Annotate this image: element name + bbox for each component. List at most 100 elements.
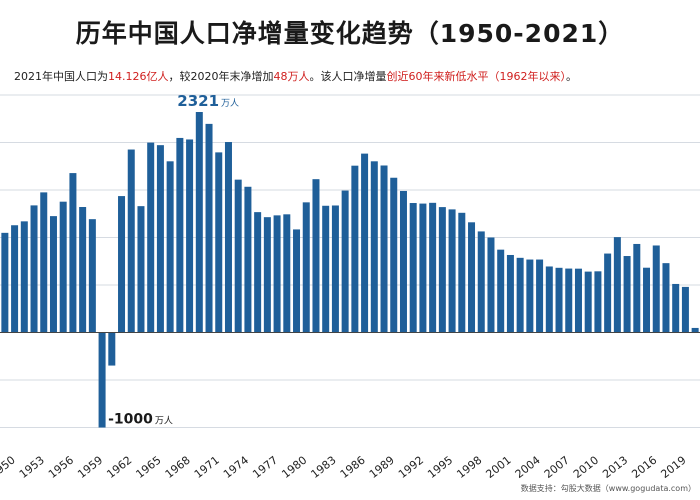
bar-1950 <box>1 232 9 333</box>
bar-2005 <box>536 259 544 333</box>
bar-1972 <box>215 152 223 333</box>
bar-1988 <box>370 161 378 333</box>
x-tick-label: 2004 <box>513 454 543 481</box>
bar-2018 <box>662 263 670 333</box>
bar-2009 <box>574 268 582 333</box>
bar-2006 <box>545 266 553 333</box>
x-tick-label: 2019 <box>659 454 689 481</box>
bar-1987 <box>361 153 369 333</box>
bar-1965 <box>147 142 155 333</box>
bar-2007 <box>555 267 563 333</box>
x-tick-label: 1962 <box>104 454 134 481</box>
x-tick-label: 2013 <box>600 454 630 481</box>
subtitle-increase-value: 48万人 <box>273 70 310 83</box>
x-axis-ticks: 1950 1953 1956 1959 1962 1965 1968 1971 1974 1977… <box>0 454 689 481</box>
bar-2003 <box>516 257 524 333</box>
bar-1956 <box>59 201 67 333</box>
x-tick-label: 1980 <box>279 454 309 481</box>
bar-1969 <box>186 139 194 333</box>
x-tick-label: 1953 <box>17 454 47 481</box>
min-annotation-value: -1000 <box>108 412 153 428</box>
bar-1963 <box>127 149 135 333</box>
x-tick-label: 1974 <box>221 454 251 481</box>
bar-2010 <box>584 271 592 333</box>
bar-1951 <box>11 225 19 333</box>
bar-2008 <box>565 268 573 333</box>
bar-1966 <box>156 145 164 333</box>
x-tick-label: 1989 <box>367 454 397 481</box>
bar-1990 <box>390 177 398 333</box>
bar-1992 <box>409 203 417 333</box>
bar-1985 <box>341 190 349 333</box>
bar-2016 <box>643 267 651 333</box>
bar-1978 <box>273 215 281 333</box>
grid-lines <box>0 94 700 428</box>
x-tick-label: 1995 <box>425 454 455 481</box>
max-annotation-unit: 万人 <box>221 98 239 109</box>
max-annotation-value: 2321 <box>177 92 219 110</box>
bar-2019 <box>672 283 680 333</box>
bar-1997 <box>458 212 466 333</box>
bar-1954 <box>40 192 48 333</box>
bar-1971 <box>205 123 213 333</box>
subtitle-population-value: 14.126亿人 <box>108 70 169 83</box>
bar-1961 <box>108 332 116 366</box>
x-tick-label: 1959 <box>75 454 105 481</box>
x-tick-label: 1986 <box>338 454 368 481</box>
bar-2011 <box>594 271 602 333</box>
bar-2014 <box>623 256 631 333</box>
bar-1970 <box>195 112 203 333</box>
x-tick-label: 1956 <box>46 454 76 481</box>
bar-1964 <box>137 206 145 333</box>
x-tick-label: 1950 <box>0 454 18 481</box>
bar-1957 <box>69 173 77 333</box>
max-annotation: 2321 万人 <box>177 92 239 110</box>
bar-1960 <box>98 332 106 428</box>
bar-2012 <box>604 253 612 333</box>
bar-1976 <box>254 212 262 333</box>
x-tick-label: 2010 <box>571 454 601 481</box>
bar-1953 <box>30 205 38 333</box>
bar-1977 <box>263 217 271 333</box>
bar-1967 <box>166 161 174 333</box>
subtitle-record-low: 创近60年来新低水平（1962年以来） <box>386 70 567 83</box>
x-tick-label: 2007 <box>542 454 572 481</box>
bar-1974 <box>234 179 242 333</box>
bar-2004 <box>526 259 534 333</box>
x-tick-label: 1983 <box>309 454 339 481</box>
bar-2002 <box>506 254 514 333</box>
min-annotation: -1000 万人 <box>108 412 173 428</box>
bar-1955 <box>49 216 57 333</box>
bar-2021 <box>691 327 699 333</box>
bar-1959 <box>88 219 96 333</box>
bar-1984 <box>331 205 339 333</box>
bar-1952 <box>20 221 28 333</box>
bar-2017 <box>652 245 660 333</box>
x-tick-label: 1968 <box>163 454 193 481</box>
bar-1962 <box>118 196 126 333</box>
bar-1998 <box>468 222 476 333</box>
bar-1996 <box>448 209 456 333</box>
x-tick-label: 1971 <box>192 454 222 481</box>
bar-1989 <box>380 165 388 333</box>
bar-2000 <box>487 237 495 333</box>
x-tick-label: 2016 <box>629 454 659 481</box>
bar-2020 <box>681 286 689 333</box>
bar-1983 <box>322 205 330 333</box>
bar-1968 <box>176 137 184 333</box>
data-source-credit: 数据支持：勾股大数据（www.gogudata.com） <box>520 484 696 493</box>
bars <box>1 112 699 428</box>
x-tick-label: 1998 <box>454 454 484 481</box>
bar-1993 <box>419 203 427 333</box>
bar-1980 <box>293 229 301 333</box>
min-annotation-unit: 万人 <box>155 416 173 427</box>
x-tick-label: 1965 <box>134 454 164 481</box>
subtitle-part-3: 。该人口净增量 <box>309 70 387 83</box>
bar-1973 <box>224 142 232 333</box>
bar-2013 <box>613 237 621 333</box>
bar-1982 <box>312 179 320 333</box>
x-tick-label: 1977 <box>250 454 280 481</box>
subtitle-part-1: 2021年中国人口为 <box>14 70 108 83</box>
x-tick-label: 1992 <box>396 454 426 481</box>
